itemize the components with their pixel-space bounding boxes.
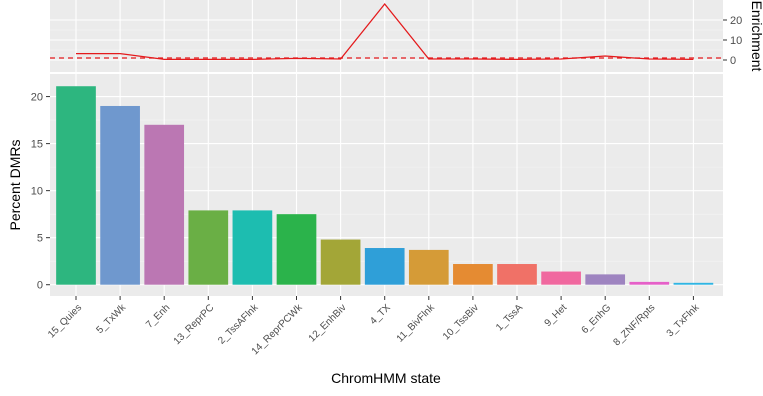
enrichment-panel-background [50,0,723,72]
bar-8-znf-rpts [629,281,670,285]
bar-3-txflnk [673,282,714,285]
bar-marks [56,86,714,285]
chromhmm-axis-title: ChromHMM state [331,370,441,386]
enrichment-gridlines [50,0,723,72]
bar-10-tssbiv [453,264,493,285]
enrichment-axis-title: Enrichment [749,1,763,72]
bar-6-enhg [585,274,626,285]
chromhmm-x-axis: 15_Quies 5_TxWk 7_Enh 13_ReprPC 2_TssAFlnk14… [46,296,702,357]
category-tick-label: 13_ReprPC [172,302,217,347]
category-tick-label: 7_Enh [144,302,172,330]
enrichment-tick-label: 0 [730,55,736,67]
bar-9-het [541,271,581,285]
enrichment-axis: 0 10 20 [723,15,742,67]
enrichment-marks [50,2,723,61]
percent-dmrs-y-axis: 0 5 10 15 20 [31,92,50,292]
percent-tick-label: 0 [37,280,43,292]
category-tick-label: 3_TxFlnk [665,302,703,340]
enrichment-tick-label: 20 [730,15,742,27]
percent-tick-label: 5 [37,233,43,245]
bar-7-enh [144,124,185,285]
category-tick-label: 1_TssA [494,302,525,333]
category-tick-label: 10_TssBiv [441,302,481,342]
category-tick-label: 9_Het [543,302,570,329]
enrichment-series-line [76,2,694,61]
category-tick-label: 11_BivFlnk [395,302,438,345]
bar-12-enhbiv [320,239,361,285]
percent-tick-label: 10 [31,186,43,198]
category-tick-label: 12_EnhBiv [307,302,349,344]
category-tick-label: 15_Quies [46,302,84,340]
percent-tick-label: 15 [31,139,43,151]
bar-11-bivflnk [408,249,449,285]
category-tick-label: 5_TxWk [95,302,129,336]
category-tick-label: 6_EnhG [580,302,614,336]
percent-dmrs-axis-title: Percent DMRs [7,139,23,230]
enrichment-tick-label: 10 [730,35,742,47]
percent-tick-label: 20 [31,92,43,104]
bar-4-tx [364,248,405,285]
enrichment-panel: 0 10 20 Enrichment [50,0,763,72]
bar-14-reprpcwk [276,214,317,285]
category-tick-label: 2_TssAFlnk [216,302,261,347]
bar-15-quies [56,86,96,285]
percent-dmrs-panel: 0 5 10 15 20 15_Quies 5_TxWk 7_Enh 13_ReprPC 2_T… [7,74,723,386]
bar-1-tssa [497,264,537,285]
category-tick-label: 8_ZNF/Rpts [612,302,658,348]
bar-13-reprpc [188,210,229,285]
category-tick-label: 4_TX [368,302,393,327]
bar-2-tssaflnk [232,210,273,285]
bar-5-txwk [100,105,140,285]
